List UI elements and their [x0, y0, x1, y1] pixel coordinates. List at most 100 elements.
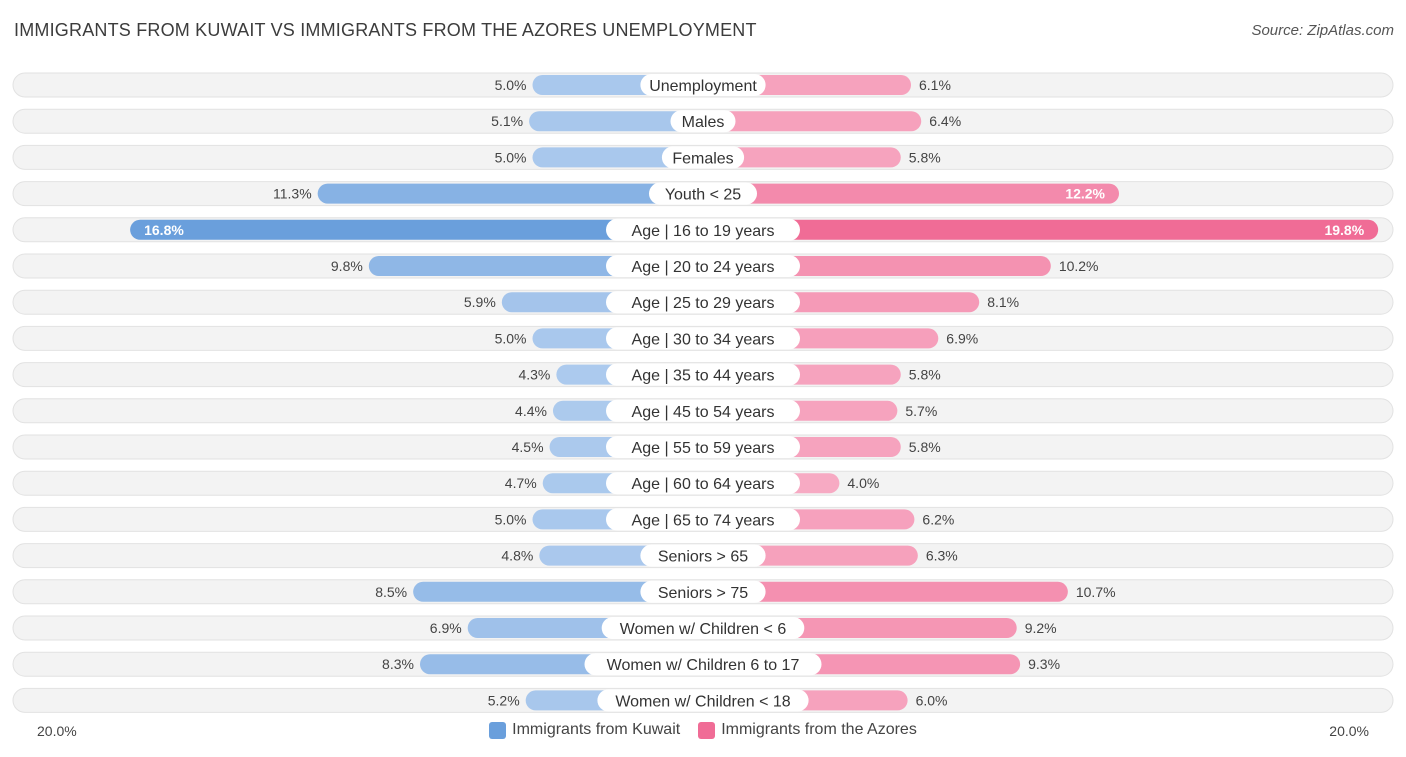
- source-label: Source: ZipAtlas.com: [1251, 22, 1394, 39]
- legend-label-kuwait: Immigrants from Kuwait: [512, 721, 681, 738]
- value-label-kuwait: 9.8%: [331, 258, 363, 274]
- value-label-kuwait: 11.3%: [273, 186, 312, 202]
- bar-row: 5.0% 5.8% Females: [12, 144, 1394, 170]
- bar-azores: [703, 581, 1068, 602]
- value-label-azores: 12.2%: [1065, 186, 1105, 202]
- category-label: Age | 20 to 24 years: [632, 259, 775, 276]
- axis-right-label: 20.0%: [1329, 723, 1369, 739]
- category-pill: [584, 653, 822, 676]
- value-label-kuwait: 8.3%: [382, 656, 414, 672]
- legend-item-kuwait[interactable]: Immigrants from Kuwait: [489, 721, 680, 739]
- bar-row: 11.3% 12.2% Youth < 25: [12, 181, 1394, 207]
- category-label: Age | 35 to 44 years: [632, 368, 775, 385]
- bar-row: 5.0% 6.2% Age | 65 to 74 years: [12, 506, 1394, 532]
- category-label: Age | 65 to 74 years: [632, 512, 775, 529]
- category-label: Unemployment: [649, 78, 757, 95]
- category-pill: [640, 580, 766, 603]
- value-label-azores: 6.1%: [919, 77, 951, 93]
- category-label: Seniors > 65: [658, 549, 748, 566]
- value-label-azores: 5.8%: [909, 439, 941, 455]
- value-label-kuwait: 5.0%: [495, 77, 527, 93]
- value-label-azores: 8.1%: [987, 294, 1019, 310]
- category-pill: [606, 291, 800, 314]
- category-pill: [606, 363, 800, 386]
- value-label-azores: 6.4%: [929, 113, 961, 129]
- bar-row: 5.0% 6.9% Age | 30 to 34 years: [12, 325, 1394, 351]
- category-pill: [649, 182, 757, 205]
- axis-left-label: 20.0%: [37, 723, 77, 739]
- value-label-azores: 5.8%: [909, 149, 941, 165]
- value-label-kuwait: 4.3%: [518, 367, 550, 383]
- bar-kuwait: [532, 147, 703, 168]
- value-label-kuwait: 5.0%: [495, 149, 527, 165]
- category-pill: [606, 508, 800, 531]
- bar-row: 4.5% 5.8% Age | 55 to 59 years: [12, 434, 1394, 460]
- category-pill: [606, 436, 800, 458]
- value-label-azores: 6.2%: [922, 511, 954, 527]
- legend-item-azores[interactable]: Immigrants from the Azores: [698, 721, 917, 739]
- value-label-kuwait: 8.5%: [375, 584, 407, 600]
- category-label: Age | 16 to 19 years: [632, 223, 775, 240]
- category-label: Age | 55 to 59 years: [632, 440, 775, 457]
- bar-kuwait: [529, 111, 703, 132]
- category-label: Females: [672, 150, 733, 167]
- category-pill: [606, 472, 800, 495]
- legend-label-azores: Immigrants from the Azores: [721, 721, 917, 738]
- value-label-azores: 6.9%: [946, 330, 978, 346]
- value-label-kuwait: 4.4%: [515, 403, 547, 419]
- bar-row: 8.5% 10.7% Seniors > 75: [12, 579, 1394, 605]
- category-pill: [606, 327, 800, 350]
- bar-row: 5.1% 6.4% Males: [12, 108, 1394, 134]
- category-pill: [606, 255, 800, 277]
- legend-swatch-azores: [698, 721, 716, 739]
- value-label-azores: 9.3%: [1028, 656, 1060, 672]
- bar-azores: [703, 219, 1379, 240]
- value-label-kuwait: 5.1%: [491, 113, 523, 129]
- category-pill: [601, 617, 805, 639]
- value-label-kuwait: 5.0%: [495, 511, 527, 527]
- bar-row: 4.4% 5.7% Age | 45 to 54 years: [12, 398, 1394, 424]
- bar-row: 4.3% 5.8% Age | 35 to 44 years: [12, 362, 1394, 388]
- bar-azores: [703, 147, 901, 168]
- value-label-azores: 5.8%: [909, 367, 941, 383]
- category-label: Age | 25 to 29 years: [632, 295, 775, 312]
- bar-kuwait: [317, 183, 703, 204]
- value-label-azores: 10.2%: [1059, 258, 1099, 274]
- bar-row: 8.3% 9.3% Women w/ Children 6 to 17: [12, 651, 1394, 677]
- bar-kuwait: [130, 219, 703, 240]
- bar-azores: [703, 183, 1120, 204]
- bar-row: 4.7% 4.0% Age | 60 to 64 years: [12, 470, 1394, 496]
- value-label-azores: 4.0%: [847, 475, 879, 491]
- category-label: Age | 30 to 34 years: [632, 331, 775, 348]
- value-label-azores: 5.7%: [905, 403, 937, 419]
- value-label-azores: 10.7%: [1076, 584, 1116, 600]
- value-label-kuwait: 6.9%: [430, 620, 462, 636]
- bar-row: 5.9% 8.1% Age | 25 to 29 years: [12, 289, 1394, 315]
- category-pill: [640, 544, 766, 567]
- bar-row: 9.8% 10.2% Age | 20 to 24 years: [12, 253, 1394, 279]
- value-label-kuwait: 5.2%: [488, 692, 520, 708]
- bar-row: 6.9% 9.2% Women w/ Children < 6: [12, 615, 1394, 641]
- legend: Immigrants from Kuwait Immigrants from t…: [0, 721, 1406, 739]
- value-label-kuwait: 5.0%: [495, 330, 527, 346]
- value-label-azores: 19.8%: [1324, 222, 1364, 238]
- value-label-kuwait: 4.5%: [512, 439, 544, 455]
- category-pill: [597, 689, 809, 712]
- bar-row: 4.8% 6.3% Seniors > 65: [12, 543, 1394, 569]
- category-label: Seniors > 75: [658, 585, 748, 602]
- value-label-kuwait: 16.8%: [144, 222, 184, 238]
- value-label-azores: 9.2%: [1025, 620, 1057, 636]
- category-label: Women w/ Children < 18: [615, 693, 790, 710]
- value-label-azores: 6.0%: [916, 692, 948, 708]
- category-label: Age | 45 to 54 years: [632, 404, 775, 421]
- bar-row: 5.2% 6.0% Women w/ Children < 18: [12, 687, 1394, 713]
- value-label-kuwait: 4.8%: [501, 548, 533, 564]
- category-label: Youth < 25: [665, 187, 741, 204]
- category-label: Age | 60 to 64 years: [632, 476, 775, 493]
- value-label-kuwait: 4.7%: [505, 475, 537, 491]
- category-label: Women w/ Children < 6: [620, 621, 787, 638]
- bar-row: 5.0% 6.1% Unemployment: [12, 72, 1394, 98]
- category-pill: [670, 110, 736, 133]
- category-pill: [661, 146, 745, 169]
